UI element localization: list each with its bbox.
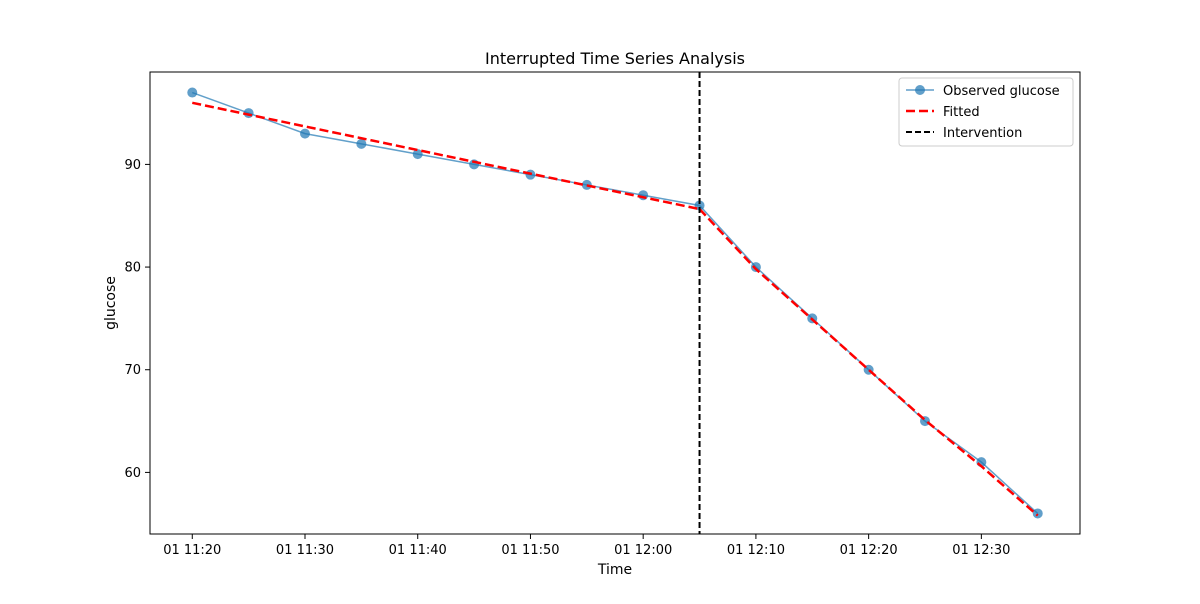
observed-glucose-point: [187, 87, 198, 98]
y-tick-label: 90: [124, 158, 141, 173]
legend: Observed glucose Fitted Intervention: [898, 77, 1074, 147]
series-layer: [187, 72, 1043, 534]
x-tick-label: 01 11:20: [163, 543, 221, 558]
observed-glucose-point: [356, 138, 367, 149]
observed-glucose-point: [1032, 508, 1043, 519]
x-tick-label: 01 12:30: [952, 543, 1010, 558]
observed-glucose-point: [750, 262, 761, 273]
x-tick-label: 01 11:50: [501, 543, 559, 558]
legend-fitted-label: Fitted: [943, 105, 980, 120]
y-axis-label: glucose: [103, 276, 119, 330]
observed-glucose-point: [300, 128, 310, 139]
y-tick-label: 80: [124, 261, 141, 276]
x-tick-label: 01 12:20: [840, 543, 898, 558]
y-tick-label: 70: [124, 363, 141, 378]
y-tick-label: 60: [124, 466, 141, 481]
series-line-observed-glucose: [192, 91, 1039, 515]
x-axis-label: Time: [597, 562, 632, 578]
x-tick-label: 01 12:00: [614, 543, 672, 558]
x-tick-label: 01 12:10: [727, 543, 785, 558]
legend-box: [898, 77, 1074, 147]
observed-glucose-point: [412, 149, 423, 160]
series-line-fitted-pre: [192, 101, 700, 211]
plot-frame: [149, 71, 1081, 535]
x-tick-label: 01 11:40: [389, 543, 447, 558]
chart-title: Interrupted Time Series Analysis: [485, 49, 745, 68]
legend-intervention-label: Intervention: [943, 126, 1022, 141]
x-tick-label: 01 11:30: [276, 543, 334, 558]
plot-area: [150, 72, 1080, 534]
legend-observed-label: Observed glucose: [943, 84, 1060, 99]
y-axis-ticks: 60 70 80 90: [124, 158, 150, 481]
series-line-fitted-post: [698, 208, 1039, 517]
x-axis-ticks: 01 11:20 01 11:30 01 11:40 01 11:50 01 12:00…: [163, 534, 1010, 558]
legend-observed-marker: [915, 85, 925, 95]
